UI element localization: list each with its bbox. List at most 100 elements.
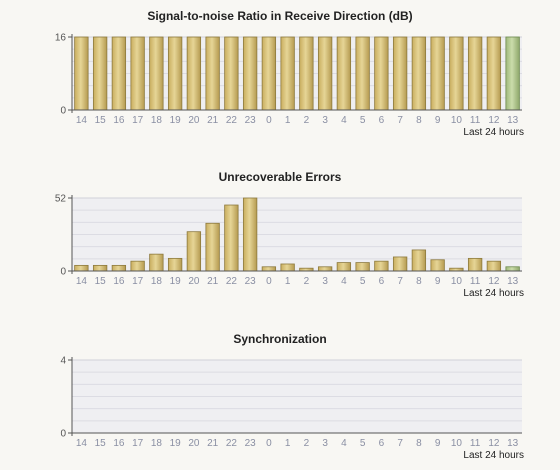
chart-2-xtick-9: 9 xyxy=(435,276,441,287)
chart-3-xtick-2: 2 xyxy=(304,438,310,449)
chart-1-bar-3 xyxy=(317,36,333,111)
chart-1-bar-8 xyxy=(411,36,427,111)
chart-2-xtick-0: 0 xyxy=(266,276,272,287)
chart-2-bar-6 xyxy=(374,260,389,272)
chart-2-xtick-13: 13 xyxy=(507,276,519,287)
chart-2-xtick-3: 3 xyxy=(322,276,328,287)
chart-3-xtick-13: 13 xyxy=(507,438,519,449)
chart-1-bar-6 xyxy=(374,36,389,111)
chart-2-bar-3 xyxy=(317,266,333,272)
chart-2-bar-20 xyxy=(186,231,202,272)
chart-1-bar-0 xyxy=(261,36,277,111)
chart-2-xtick-6: 6 xyxy=(379,276,385,287)
chart-2-xtick-17: 17 xyxy=(132,276,144,287)
chart-2-bar-17 xyxy=(130,260,145,272)
chart-1-bar-5 xyxy=(355,36,370,111)
chart-1-xtick-22: 22 xyxy=(226,115,238,126)
chart-1-bar-15 xyxy=(92,36,108,111)
chart-2-bar-23 xyxy=(242,197,258,272)
chart-1-bar-9 xyxy=(430,36,445,111)
chart-2-xtick-14: 14 xyxy=(76,276,88,287)
chart-2-xtick-12: 12 xyxy=(488,276,500,287)
chart-1-xtick-12: 12 xyxy=(488,115,500,126)
chart-3-xtick-18: 18 xyxy=(151,438,163,449)
chart-1-xtick-3: 3 xyxy=(322,115,328,126)
chart-3-title: Synchronization xyxy=(233,332,326,346)
chart-1-xtick-20: 20 xyxy=(188,115,200,126)
chart-2-bar-15 xyxy=(92,264,108,272)
chart-3-xtick-20: 20 xyxy=(188,438,200,449)
chart-2-bar-19 xyxy=(167,257,183,272)
chart-3-xtick-3: 3 xyxy=(322,438,328,449)
chart-1-xtick-4: 4 xyxy=(341,115,347,126)
chart-2-bar-13 xyxy=(505,266,520,272)
chart-1-xtick-7: 7 xyxy=(397,115,403,126)
chart-2-xtick-20: 20 xyxy=(188,276,200,287)
chart-3-xtick-6: 6 xyxy=(379,438,385,449)
chart-2-bar-0 xyxy=(261,266,277,272)
chart-1-xtick-21: 21 xyxy=(207,115,219,126)
chart-1-bar-4 xyxy=(336,36,352,111)
chart-3-xtick-23: 23 xyxy=(245,438,257,449)
chart-1-xtick-18: 18 xyxy=(151,115,163,126)
chart-2-ytick-52: 52 xyxy=(55,194,67,205)
chart-3-xtick-11: 11 xyxy=(470,438,481,449)
chart-2-xtick-2: 2 xyxy=(304,276,310,287)
chart-2-ytick-0: 0 xyxy=(60,267,66,278)
chart-1-bar-23 xyxy=(242,36,258,111)
chart-1-bar-2 xyxy=(299,36,314,111)
chart-2-xtick-1: 1 xyxy=(285,276,291,287)
chart-2-xtick-8: 8 xyxy=(416,276,422,287)
chart-2-bar-5 xyxy=(355,262,370,272)
chart-1-bar-14 xyxy=(74,36,89,111)
chart-2-bar-18 xyxy=(149,253,164,272)
chart-3-xtick-19: 19 xyxy=(170,438,182,449)
chart-3-xtick-16: 16 xyxy=(113,438,125,449)
chart-2-bar-8 xyxy=(411,249,427,272)
chart-1-xtick-2: 2 xyxy=(304,115,310,126)
chart-1-xtick-10: 10 xyxy=(451,115,463,126)
chart-2-xtick-5: 5 xyxy=(360,276,366,287)
chart-2-xtick-19: 19 xyxy=(170,276,182,287)
chart-1-bar-18 xyxy=(149,36,164,111)
chart-2-title: Unrecoverable Errors xyxy=(219,170,342,184)
chart-2-xtick-23: 23 xyxy=(245,276,257,287)
chart-2-bar-11 xyxy=(467,257,483,272)
chart-3-xtick-14: 14 xyxy=(76,438,88,449)
chart-1-bar-1 xyxy=(280,36,295,111)
chart-1-bar-13 xyxy=(505,36,520,111)
chart-1-bar-19 xyxy=(167,36,183,111)
chart-1-xtick-11: 11 xyxy=(470,115,481,126)
chart-1-xtick-8: 8 xyxy=(416,115,422,126)
chart-1-bar-11 xyxy=(467,36,483,111)
chart-1-xtick-23: 23 xyxy=(245,115,257,126)
chart-1-bar-17 xyxy=(130,36,145,111)
chart-3-ytick-0: 0 xyxy=(60,429,66,440)
chart-2-bar-1 xyxy=(280,263,295,272)
chart-1-bar-22 xyxy=(224,36,239,111)
chart-2-xtick-21: 21 xyxy=(207,276,219,287)
chart-1-xtick-17: 17 xyxy=(132,115,144,126)
chart-2-xtick-18: 18 xyxy=(151,276,163,287)
chart-3-xtick-10: 10 xyxy=(451,438,463,449)
chart-2-bar-22 xyxy=(224,204,239,272)
chart-3-xtick-5: 5 xyxy=(360,438,366,449)
chart-1-xtick-16: 16 xyxy=(113,115,125,126)
chart-2-bar-4 xyxy=(336,262,352,272)
chart-3-xtick-15: 15 xyxy=(95,438,107,449)
chart-2-xtick-10: 10 xyxy=(451,276,463,287)
chart-2-xtick-16: 16 xyxy=(113,276,125,287)
chart-3-xtick-1: 1 xyxy=(285,438,291,449)
chart-3-xtick-9: 9 xyxy=(435,438,441,449)
chart-1-xtick-15: 15 xyxy=(95,115,107,126)
chart-3-xtick-12: 12 xyxy=(488,438,500,449)
chart-2-xtick-11: 11 xyxy=(470,276,481,287)
chart-2-xtick-22: 22 xyxy=(226,276,238,287)
chart-2-bar-21 xyxy=(205,222,220,272)
chart-1-bar-7 xyxy=(392,36,408,111)
chart-1-title: Signal-to-noise Ratio in Receive Directi… xyxy=(147,9,412,23)
chart-3-ytick-4: 4 xyxy=(60,356,66,367)
chart-3-xtick-17: 17 xyxy=(132,438,144,449)
